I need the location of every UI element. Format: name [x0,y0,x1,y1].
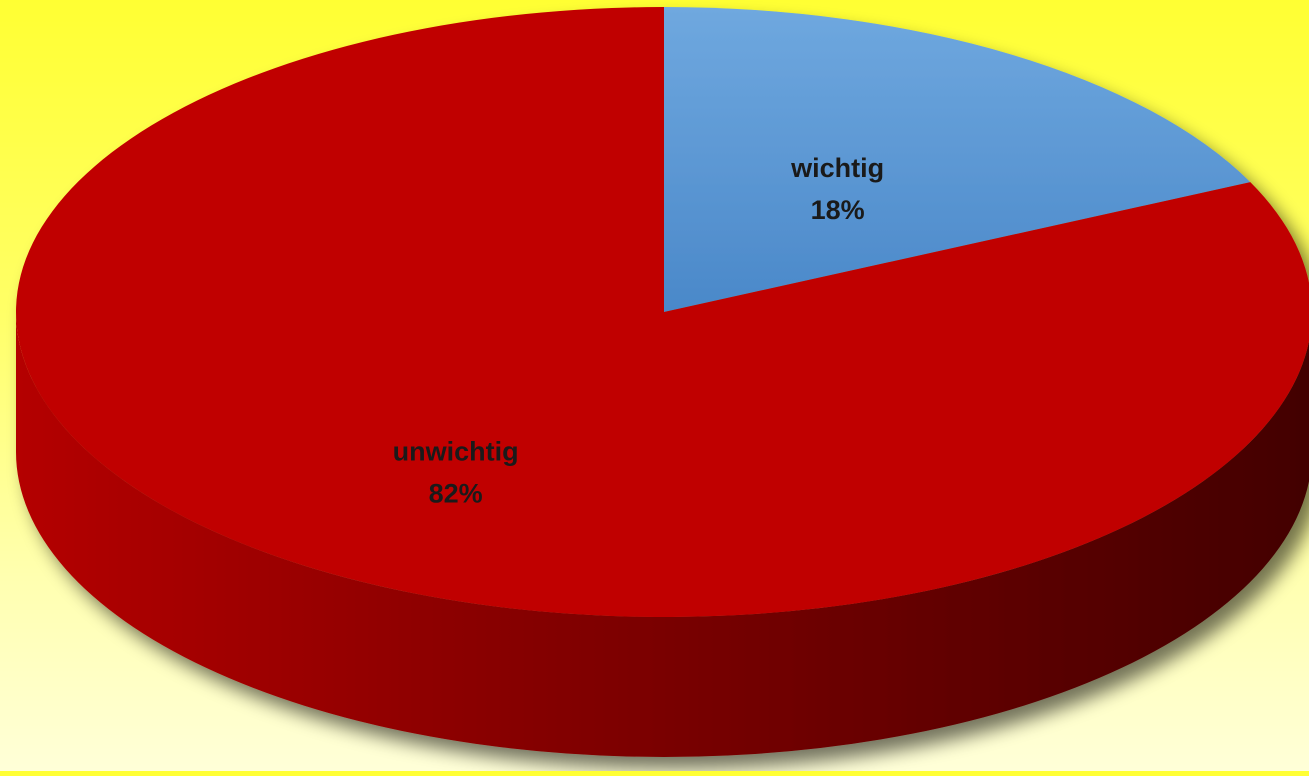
slice-value-unwichtig: 82% [429,479,483,509]
slice-label-wichtig: wichtig [790,153,884,183]
slice-label-unwichtig: unwichtig [393,437,519,467]
slice-value-wichtig: 18% [811,195,865,225]
pie-slice-wichtig [664,7,1251,312]
pie-side-wall [16,312,1309,757]
pie-slice-unwichtig [16,7,1309,617]
